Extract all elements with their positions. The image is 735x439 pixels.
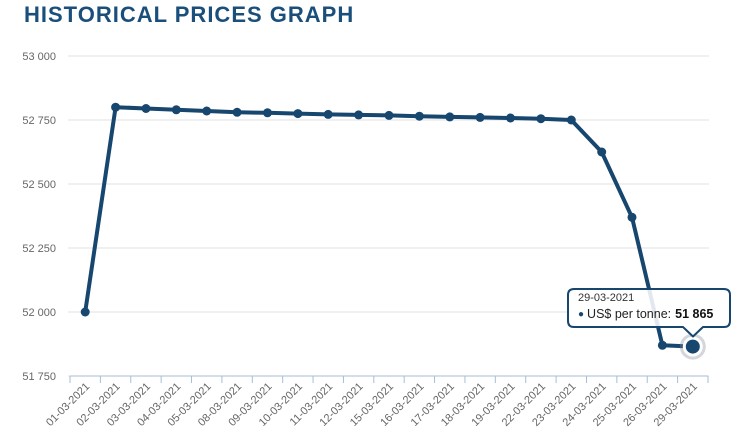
tooltip-callout [567, 288, 731, 338]
data-point[interactable] [323, 109, 333, 119]
data-point[interactable] [445, 112, 455, 122]
data-point[interactable] [171, 105, 181, 115]
data-point[interactable] [80, 307, 90, 317]
data-point[interactable] [202, 106, 212, 116]
data-point[interactable] [506, 113, 515, 123]
y-axis-label: 52 500 [22, 179, 56, 191]
y-axis-label: 51 750 [22, 371, 56, 383]
data-point[interactable] [354, 110, 364, 120]
y-axis-label: 52 250 [22, 243, 56, 255]
data-point[interactable] [293, 109, 303, 119]
data-point[interactable] [111, 102, 121, 112]
data-point[interactable] [566, 115, 576, 125]
data-point[interactable] [414, 111, 424, 121]
data-point[interactable] [597, 147, 607, 157]
y-axis-label: 52 000 [22, 307, 56, 319]
data-point-highlighted[interactable] [685, 339, 700, 354]
data-point[interactable] [627, 212, 637, 222]
data-point[interactable] [141, 104, 151, 113]
data-point[interactable] [232, 107, 242, 117]
data-point[interactable] [384, 110, 394, 120]
y-axis-label: 52 750 [22, 115, 56, 127]
data-point[interactable] [536, 114, 546, 124]
y-axis-label: 53 000 [22, 51, 56, 63]
data-point[interactable] [475, 112, 485, 122]
data-point[interactable] [263, 108, 272, 118]
page-title: HISTORICAL PRICES GRAPH [24, 2, 355, 27]
data-point[interactable] [657, 340, 667, 350]
